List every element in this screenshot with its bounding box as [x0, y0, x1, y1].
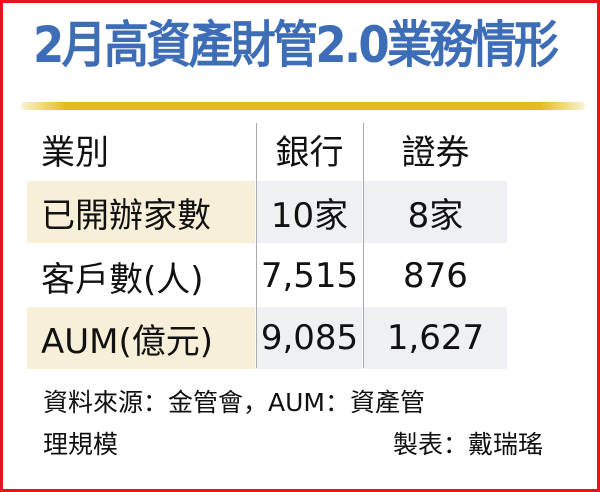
column-divider [363, 123, 364, 368]
table-cell: 7,515 [260, 256, 359, 296]
header-cell: 證券 [401, 132, 470, 173]
source-note-cont: 理規模 [43, 430, 119, 459]
table-cell: 9,085 [257, 307, 362, 369]
table-cell: 1,627 [364, 307, 507, 369]
table-cell: 8家 [364, 181, 507, 243]
chart-title: 2月高資產財管2.0業務情形 [33, 16, 559, 74]
credit: 製表：戴瑞瑤 [393, 430, 544, 459]
header-cell: 銀行 [275, 132, 344, 173]
source-note: 資料來源：金管會，AUM：資產管 [43, 388, 425, 417]
table-row: AUM(億元) 9,085 1,627 [27, 307, 577, 369]
table-cell: 876 [403, 256, 468, 296]
table-header-row: 業別 銀行 證券 [27, 118, 577, 180]
title-rule [21, 102, 585, 110]
header-cell: 業別 [41, 132, 109, 173]
row-label: 客戶數(人) [41, 259, 204, 300]
row-label: AUM(億元) [27, 307, 255, 369]
table-row: 客戶數(人) 7,515 876 [27, 245, 577, 307]
column-divider [256, 123, 257, 368]
table-row: 已開辦家數 10家 8家 [27, 181, 577, 243]
row-label: 已開辦家數 [27, 181, 255, 243]
table-cell: 10家 [257, 181, 362, 243]
